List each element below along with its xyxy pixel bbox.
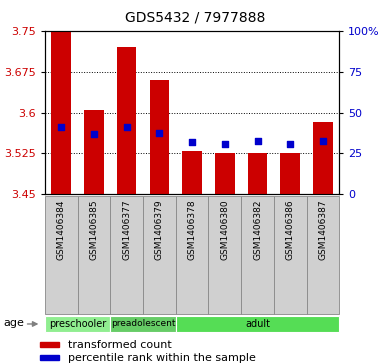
Point xyxy=(156,130,163,136)
Point xyxy=(320,138,326,144)
Bar xyxy=(248,154,267,194)
Text: GSM1406384: GSM1406384 xyxy=(57,200,66,260)
Text: GSM1406385: GSM1406385 xyxy=(89,200,98,260)
Bar xyxy=(40,342,59,347)
Text: GSM1406378: GSM1406378 xyxy=(188,200,197,260)
Text: adult: adult xyxy=(245,319,270,329)
Point xyxy=(222,141,228,147)
Bar xyxy=(110,196,143,314)
Bar xyxy=(51,31,71,194)
Text: GSM1406386: GSM1406386 xyxy=(286,200,295,260)
Text: preschooler: preschooler xyxy=(49,319,106,329)
Bar xyxy=(78,196,110,314)
Bar xyxy=(208,196,241,314)
Bar xyxy=(40,355,59,360)
Bar xyxy=(84,110,104,194)
Point xyxy=(189,140,195,146)
Point xyxy=(58,125,64,130)
Point xyxy=(124,125,130,130)
Text: preadolescent: preadolescent xyxy=(111,319,175,329)
Point xyxy=(91,131,97,137)
Bar xyxy=(176,316,339,332)
Text: percentile rank within the sample: percentile rank within the sample xyxy=(69,352,256,363)
Text: GSM1406377: GSM1406377 xyxy=(122,200,131,260)
Bar xyxy=(45,316,110,332)
Bar xyxy=(110,316,176,332)
Bar xyxy=(45,196,78,314)
Text: transformed count: transformed count xyxy=(69,340,172,350)
Text: GSM1406380: GSM1406380 xyxy=(220,200,229,260)
Bar xyxy=(241,196,274,314)
Point xyxy=(254,139,261,144)
Text: GSM1406387: GSM1406387 xyxy=(319,200,328,260)
Text: GSM1406379: GSM1406379 xyxy=(155,200,164,260)
Bar xyxy=(215,154,235,194)
Text: GDS5432 / 7977888: GDS5432 / 7977888 xyxy=(125,11,265,25)
Bar xyxy=(280,154,300,194)
Bar xyxy=(143,196,176,314)
Bar xyxy=(176,196,208,314)
Bar xyxy=(149,80,169,194)
Point xyxy=(287,141,293,147)
Bar xyxy=(313,122,333,194)
Text: age: age xyxy=(4,318,25,328)
Bar xyxy=(117,47,136,194)
Bar xyxy=(307,196,339,314)
Bar xyxy=(274,196,307,314)
Bar xyxy=(182,151,202,194)
Text: GSM1406382: GSM1406382 xyxy=(253,200,262,260)
